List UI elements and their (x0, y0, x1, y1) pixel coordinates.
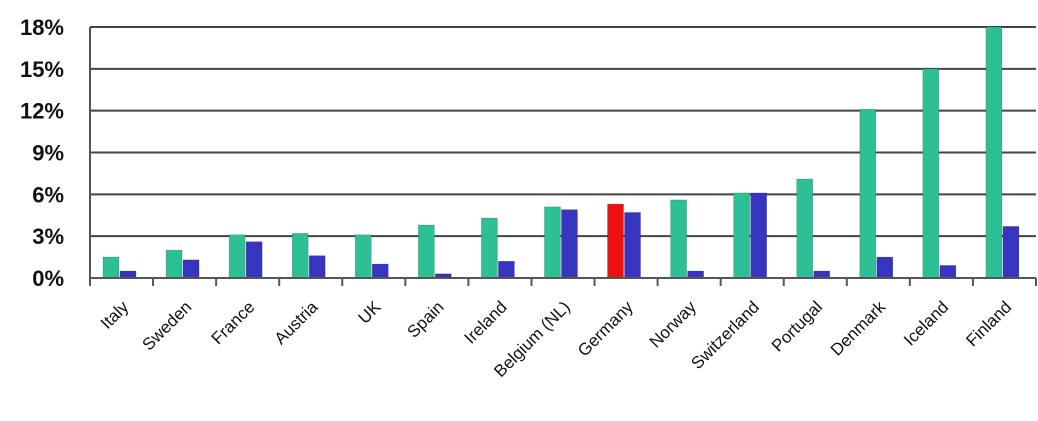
y-tick-label: 0% (32, 266, 64, 291)
y-tick-label: 12% (20, 99, 64, 124)
y-tick-label: 15% (20, 57, 64, 82)
bar (750, 192, 767, 279)
x-tick-label: Iceland (900, 297, 952, 349)
bar (228, 234, 246, 279)
bar (796, 178, 814, 279)
bar (119, 270, 137, 279)
bar (624, 212, 641, 279)
x-tick-label: Germany (574, 297, 637, 360)
bar (607, 203, 624, 279)
x-tick-label: Ireland (461, 297, 511, 347)
bar (670, 199, 687, 279)
bar (859, 108, 877, 279)
bar (371, 263, 389, 279)
x-tick-label: Switzerland (687, 297, 763, 373)
y-tick-label: 9% (32, 141, 64, 166)
x-tick-label: Norway (646, 297, 701, 352)
bar (1002, 226, 1020, 279)
x-tick-label: Sweden (139, 297, 196, 354)
x-tick-label: Finland (962, 297, 1015, 350)
bar (102, 256, 120, 279)
y-tick-label: 6% (32, 182, 64, 207)
x-tick-label: France (208, 297, 259, 348)
x-tick-label: Denmark (827, 297, 890, 360)
bar (687, 270, 704, 279)
bar (165, 249, 183, 279)
x-tick-label: Spain (404, 297, 448, 341)
bar (498, 260, 515, 279)
bar (733, 192, 750, 279)
x-tick-label: Austria (271, 297, 322, 348)
bar (876, 256, 894, 279)
x-tick-label: Italy (97, 297, 133, 333)
bar (939, 265, 957, 279)
bar (182, 259, 200, 279)
bar (985, 26, 1003, 279)
bar (922, 68, 940, 279)
y-tick-label: 18% (20, 15, 64, 40)
x-tick-label: UK (354, 297, 385, 328)
y-tick-label: 3% (32, 224, 64, 249)
bar (813, 270, 831, 279)
bar (481, 217, 498, 279)
bar (354, 234, 372, 279)
bar (245, 241, 263, 279)
bar (561, 209, 578, 279)
bar (418, 224, 435, 279)
x-tick-label: Portugal (768, 297, 826, 355)
bar (544, 206, 561, 279)
bar (291, 233, 309, 279)
bar (308, 255, 326, 279)
